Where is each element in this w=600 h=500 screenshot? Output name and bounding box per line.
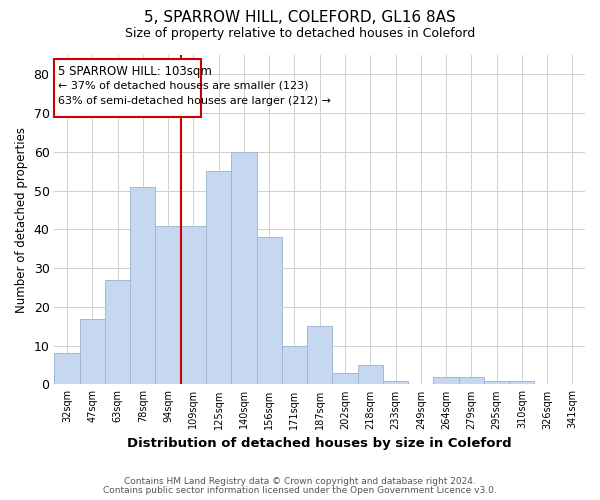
Bar (130, 187, 155, 384)
Text: 5, SPARROW HILL, COLEFORD, GL16 8AS: 5, SPARROW HILL, COLEFORD, GL16 8AS (144, 10, 456, 25)
FancyBboxPatch shape (55, 59, 201, 117)
Bar (433, 376, 458, 384)
Bar (282, 346, 307, 385)
Bar (509, 380, 535, 384)
Bar (257, 237, 282, 384)
Bar (332, 373, 358, 384)
Bar (307, 326, 332, 384)
Y-axis label: Number of detached properties: Number of detached properties (15, 126, 28, 312)
Bar (458, 376, 484, 384)
Bar (383, 380, 408, 384)
Bar (55, 354, 80, 384)
Bar (358, 365, 383, 384)
X-axis label: Distribution of detached houses by size in Coleford: Distribution of detached houses by size … (127, 437, 512, 450)
Bar (155, 226, 181, 384)
Bar (231, 152, 257, 384)
Text: Size of property relative to detached houses in Coleford: Size of property relative to detached ho… (125, 28, 475, 40)
Text: Contains public sector information licensed under the Open Government Licence v3: Contains public sector information licen… (103, 486, 497, 495)
Text: Contains HM Land Registry data © Crown copyright and database right 2024.: Contains HM Land Registry data © Crown c… (124, 477, 476, 486)
Bar (105, 280, 130, 384)
Text: 5 SPARROW HILL: 103sqm: 5 SPARROW HILL: 103sqm (58, 64, 212, 78)
Text: 63% of semi-detached houses are larger (212) →: 63% of semi-detached houses are larger (… (58, 96, 331, 106)
Bar (206, 172, 231, 384)
Text: ← 37% of detached houses are smaller (123): ← 37% of detached houses are smaller (12… (58, 80, 309, 90)
Bar (181, 226, 206, 384)
Bar (80, 318, 105, 384)
Bar (484, 380, 509, 384)
